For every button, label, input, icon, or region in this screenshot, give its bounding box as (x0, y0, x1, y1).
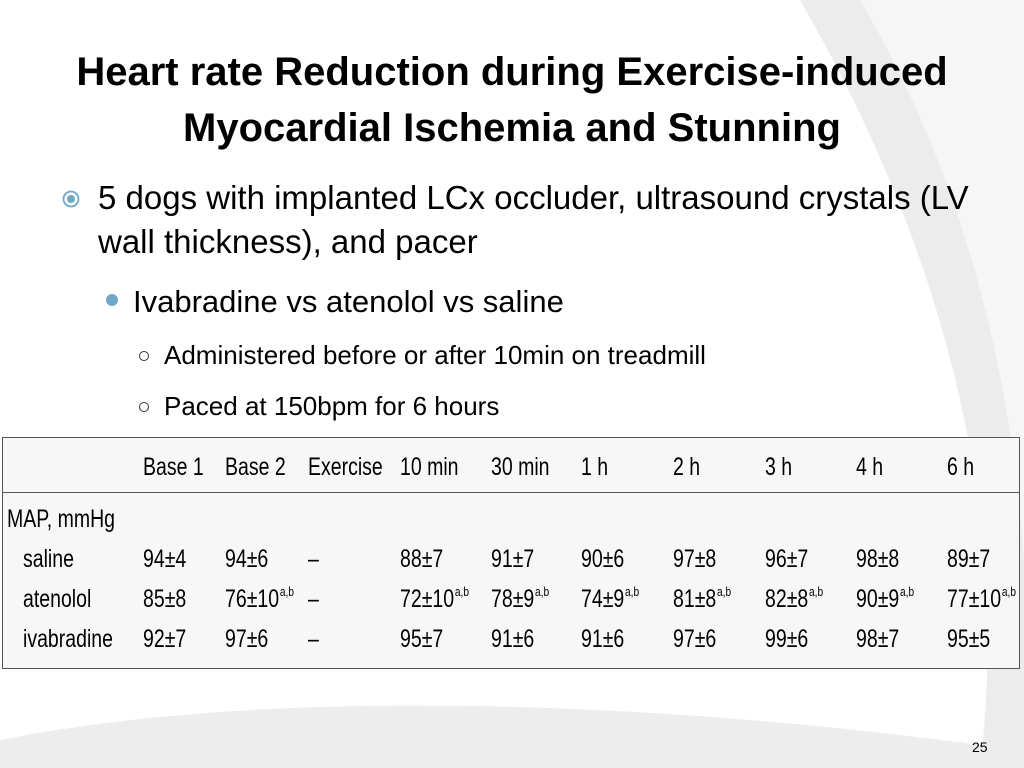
table-cell: 95±7 (400, 625, 444, 653)
table-cell: 97±6 (225, 625, 269, 653)
sub-bullet-2-text: Paced at 150bpm for 6 hours (164, 391, 500, 421)
table-cell: 99±6 (765, 625, 809, 653)
table-cell: 82±8a,b (765, 584, 824, 613)
column-header: 2 h (673, 453, 701, 481)
column-header: 1 h (581, 453, 609, 481)
page-number: 25 (972, 739, 988, 755)
title-line-1: Heart rate Reduction during Exercise-ind… (76, 50, 948, 94)
column-header: Base 2 (225, 453, 286, 481)
table-cell: 76±10a,b (225, 584, 294, 613)
table-cell: 78±9a,b (491, 584, 550, 613)
column-header: Exercise (308, 453, 383, 481)
table-cell: 90±6 (581, 545, 625, 573)
table-cell: – (308, 585, 319, 613)
row-label: ivabradine (23, 625, 113, 653)
table-cell: 88±7 (400, 545, 444, 573)
column-header: 3 h (765, 453, 793, 481)
bullet-1-text: 5 dogs with implanted LCx occluder, ultr… (98, 179, 969, 260)
table-cell: 91±7 (491, 545, 535, 573)
table-cell: – (308, 625, 319, 653)
row-label: atenolol (23, 585, 92, 613)
section-label: MAP, mmHg (7, 505, 115, 533)
table-header-row (3, 438, 1019, 493)
table-cell: 98±8 (856, 545, 900, 573)
circle-bullet-icon (139, 402, 149, 412)
table-cell: 95±5 (947, 625, 991, 653)
column-header: 30 min (491, 453, 550, 481)
bullet-2-text: Ivabradine vs atenolol vs saline (133, 284, 564, 319)
row-label: saline (23, 545, 74, 573)
table-cell: 91±6 (491, 625, 535, 653)
column-header: 4 h (856, 453, 884, 481)
slide-title: Heart rate Reduction during Exercise-ind… (0, 44, 1024, 156)
column-header: Base 1 (143, 453, 204, 481)
table-cell: 94±6 (225, 545, 269, 573)
data-table: Base 1 Base 2 Exercise 10 min 30 min 1 h 2 h 3 … (2, 437, 1020, 669)
table-cell: 85±8 (143, 585, 187, 613)
table-cell: 97±8 (673, 545, 717, 573)
table-cell: 94±4 (143, 545, 187, 573)
target-bullet-icon (62, 190, 80, 208)
table-cell: 98±7 (856, 625, 900, 653)
table-cell: – (308, 545, 319, 573)
table-cell: 92±7 (143, 625, 187, 653)
table-cell: 81±8a,b (673, 584, 732, 613)
column-header: 10 min (400, 453, 459, 481)
table-cell: 72±10a,b (400, 584, 469, 613)
title-line-2: Myocardial Ischemia and Stunning (183, 106, 841, 150)
table-cell: 89±7 (947, 545, 991, 573)
table-cell: 91±6 (581, 625, 625, 653)
table-cell: 77±10a,b (947, 584, 1016, 613)
table-cell: 74±9a,b (581, 584, 640, 613)
table-cell: 90±9a,b (856, 584, 915, 613)
column-header: 6 h (947, 453, 975, 481)
circle-bullet-icon (139, 351, 149, 361)
table-cell: 97±6 (673, 625, 717, 653)
table-cell: 96±7 (765, 545, 809, 573)
sub-bullet-1-text: Administered before or after 10min on tr… (164, 340, 706, 370)
dot-bullet-icon (106, 294, 118, 306)
